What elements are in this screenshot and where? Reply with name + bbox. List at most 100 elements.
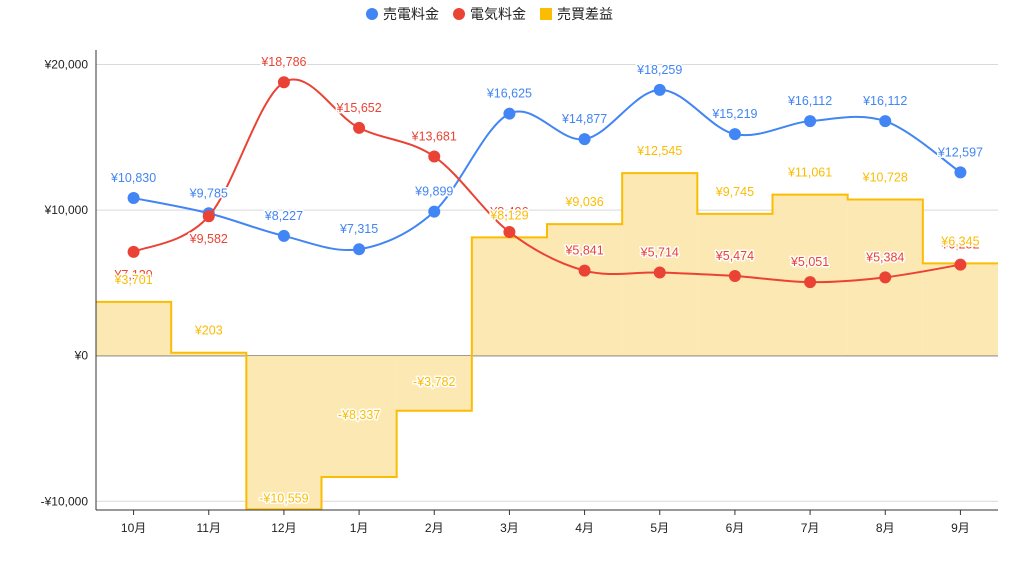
data-point <box>653 266 666 279</box>
data-label-cost: ¥15,652 <box>335 101 381 115</box>
data-point <box>353 243 366 256</box>
data-label-profit: ¥6,345 <box>940 234 979 248</box>
profit-step-fill <box>622 173 698 356</box>
x-tick-label: 7月 <box>801 521 820 535</box>
x-tick-label: 11月 <box>197 521 221 535</box>
data-label-profit: ¥11,061 <box>787 166 832 180</box>
profit-step-fill <box>697 213 773 356</box>
data-label-sell: ¥16,112 <box>787 94 832 108</box>
legend-item: 売電料金 <box>366 6 439 22</box>
data-label-profit: ¥9,745 <box>715 185 754 199</box>
profit-step-fill <box>772 194 848 356</box>
data-label-sell: ¥7,315 <box>339 222 378 236</box>
data-label-cost: ¥5,051 <box>790 255 829 269</box>
x-tick-label: 12月 <box>271 521 296 535</box>
legend-swatch <box>453 8 465 20</box>
data-point <box>578 133 591 146</box>
data-point <box>954 258 967 271</box>
data-label-profit: -¥3,782 <box>413 375 455 389</box>
data-label-sell: ¥9,899 <box>414 185 453 199</box>
legend-item: 売買差益 <box>540 6 613 22</box>
data-label-cost: ¥8,496 <box>489 205 528 219</box>
x-tick-label: 6月 <box>726 521 745 535</box>
profit-step-fill <box>922 263 998 356</box>
data-point <box>503 107 516 120</box>
data-label-cost: ¥7,129 <box>113 268 152 282</box>
x-tick-label: 10月 <box>121 521 146 535</box>
data-label-profit: -¥8,337 <box>338 408 380 422</box>
series-electricity-cost <box>127 76 967 289</box>
data-label-profit: -¥10,559 <box>259 491 308 505</box>
profit-step-fill <box>547 224 623 356</box>
data-label-cost: ¥18,786 <box>260 55 306 69</box>
data-label-profit: ¥10,728 <box>862 171 908 185</box>
legend-label: 売電料金 <box>383 6 439 22</box>
data-label-cost: ¥5,384 <box>865 250 904 264</box>
legend-label: 電気料金 <box>470 6 526 22</box>
data-label-cost: ¥5,841 <box>564 244 603 258</box>
data-point <box>954 166 967 179</box>
x-axis: 10月 11月 12月 1月 2月 3月 4月 5月 6月 7月 8月 9月 <box>121 510 970 535</box>
data-point <box>728 128 741 141</box>
legend-swatch <box>366 8 378 20</box>
data-label-sell: ¥12,597 <box>937 145 983 159</box>
data-point <box>353 121 366 134</box>
data-label-cost: ¥5,714 <box>640 246 679 260</box>
x-tick-label: 2月 <box>425 521 444 535</box>
y-tick-label: ¥20,000 <box>44 58 89 72</box>
x-tick-label: 4月 <box>575 521 594 535</box>
data-point <box>728 270 741 283</box>
y-tick-label: -¥10,000 <box>41 494 89 508</box>
y-tick-label: ¥0 <box>74 349 89 363</box>
data-labels: ¥10,830 ¥7,129¥3,701 ¥9,785 ¥9,582 ¥203 ¥8,22… <box>108 54 984 507</box>
y-tick-label: ¥10,000 <box>44 203 89 217</box>
data-point <box>127 245 140 258</box>
data-point <box>202 210 215 223</box>
data-label-sell: ¥8,227 <box>264 209 303 223</box>
data-label-profit: ¥203 <box>194 324 223 338</box>
data-point <box>277 229 290 242</box>
data-point <box>879 115 892 128</box>
data-point <box>127 192 140 205</box>
data-label-sell: ¥15,219 <box>711 107 757 121</box>
data-label-cost: ¥13,681 <box>411 130 457 144</box>
data-label-cost: ¥9,582 <box>189 232 228 246</box>
profit-step-fill <box>471 237 547 356</box>
x-tick-label: 9月 <box>951 521 970 535</box>
profit-step-fill <box>321 355 397 478</box>
x-tick-label: 5月 <box>650 521 669 535</box>
data-point <box>503 226 516 239</box>
legend: 売電料金 電気料金 売買差益 <box>366 6 613 22</box>
data-label-profit: ¥12,545 <box>636 144 682 158</box>
data-point <box>804 115 817 128</box>
profit-step-fill <box>246 355 322 510</box>
data-point <box>428 205 441 218</box>
data-label-sell: ¥16,625 <box>486 87 532 101</box>
data-point <box>277 76 290 89</box>
data-label-profit: ¥9,036 <box>564 195 603 209</box>
profit-area <box>96 172 998 511</box>
data-point <box>578 264 591 277</box>
data-label-sell: ¥9,785 <box>189 186 228 200</box>
data-label-sell: ¥16,112 <box>862 94 907 108</box>
data-label-sell: ¥14,877 <box>561 112 607 126</box>
legend-item: 電気料金 <box>453 6 526 22</box>
legend-label: 売買差益 <box>557 6 613 22</box>
data-label-cost: ¥5,474 <box>715 249 754 263</box>
data-label-cost: ¥6,252 <box>940 238 979 252</box>
legend-swatch <box>540 8 552 20</box>
profit-step-fill <box>396 355 472 411</box>
data-point <box>879 271 892 284</box>
data-point <box>428 150 441 163</box>
data-point <box>804 276 817 289</box>
data-label-profit: ¥8,129 <box>489 208 528 222</box>
x-tick-label: 1月 <box>350 521 369 535</box>
profit-step-line <box>96 172 998 511</box>
data-label-sell: ¥18,259 <box>636 63 682 77</box>
data-label-sell: ¥10,830 <box>110 171 156 185</box>
x-tick-label: 3月 <box>500 521 519 535</box>
data-point <box>653 83 666 96</box>
profit-step-fill <box>171 352 247 356</box>
